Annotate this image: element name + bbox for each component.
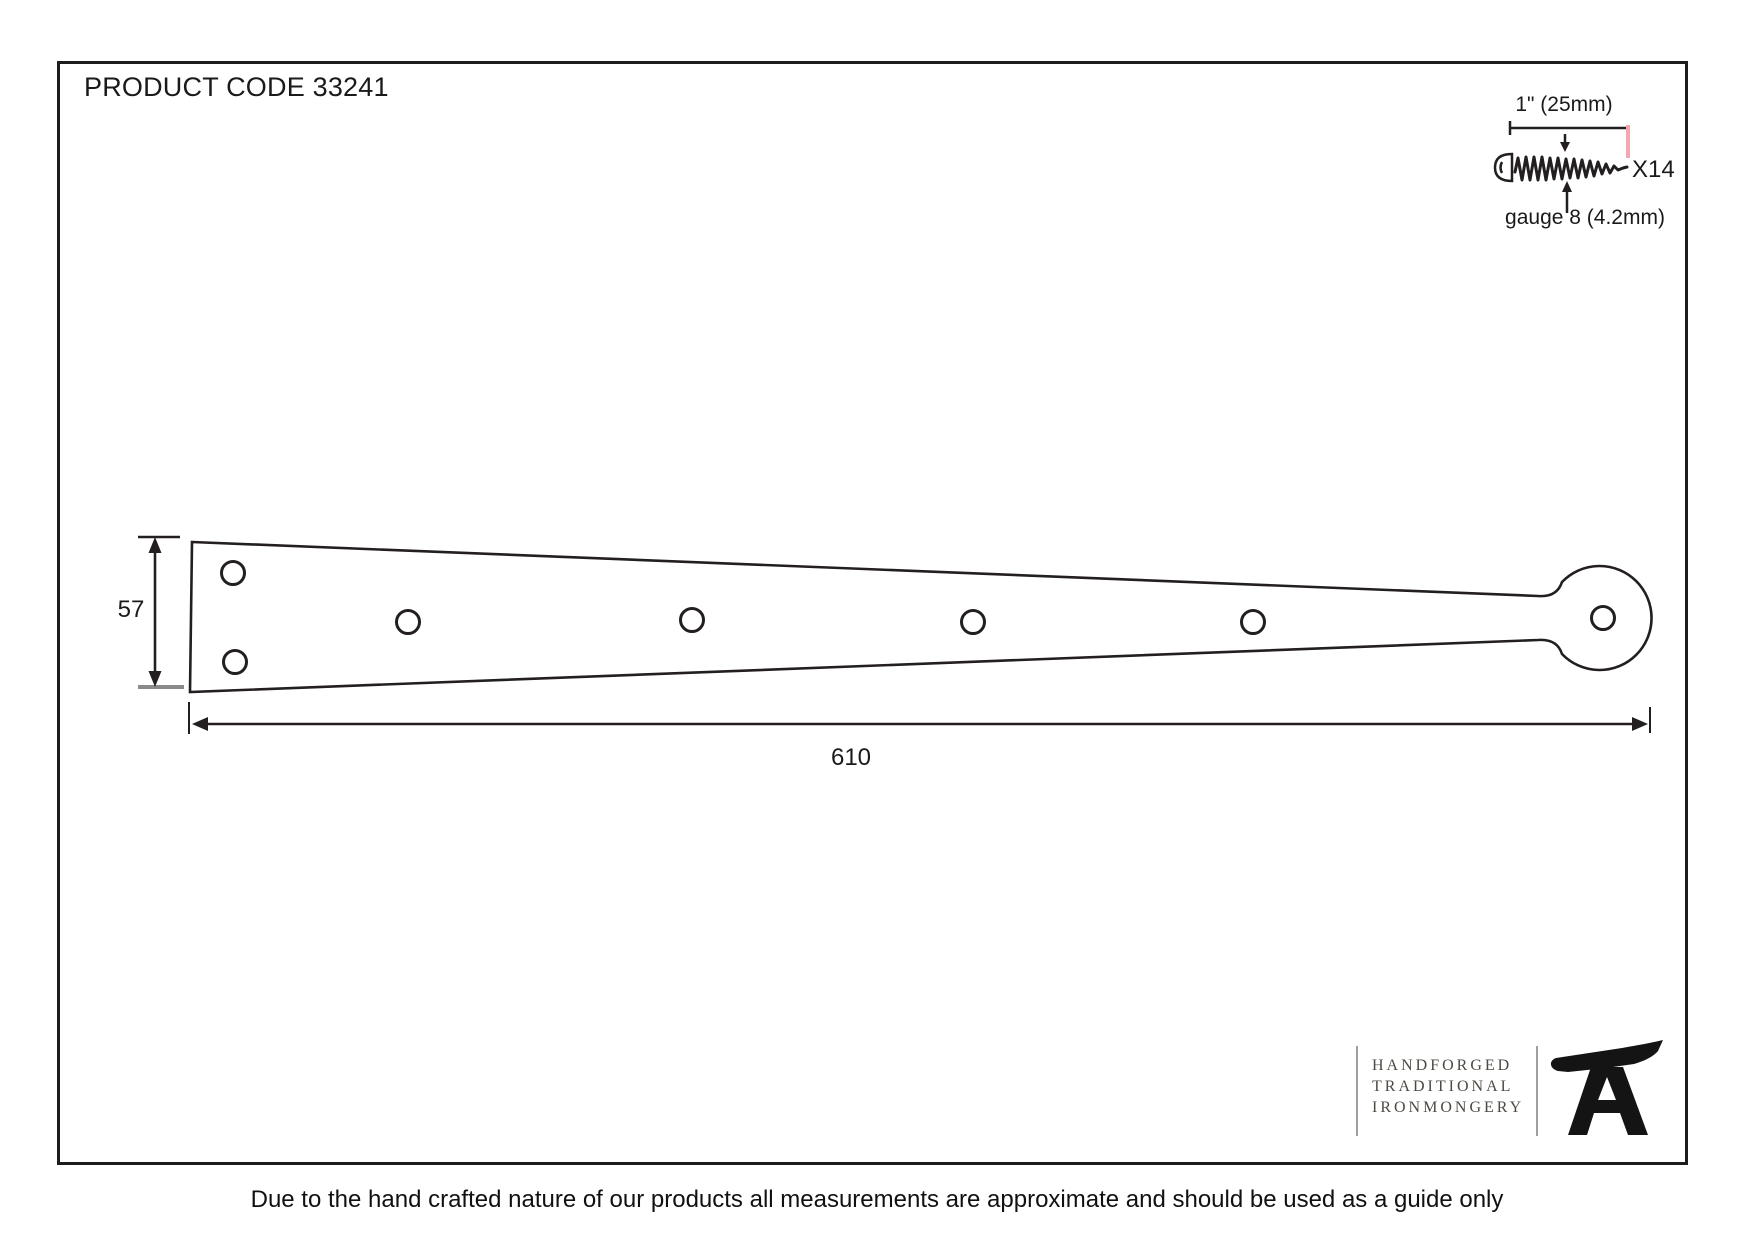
product-code: PRODUCT CODE 33241	[84, 72, 389, 102]
screw-count-label: X14	[1632, 156, 1675, 183]
disclaimer-text: Due to the hand crafted nature of our pr…	[250, 1186, 1504, 1213]
logo-text-line1: HANDFORGED	[1372, 1057, 1513, 1074]
anvil-body	[1550, 1040, 1663, 1072]
screw-length-label: 1" (25mm)	[1515, 93, 1613, 116]
length-dimension-label: 610	[830, 744, 872, 771]
hinge-drawing	[138, 535, 1653, 734]
screw-hole	[395, 609, 421, 635]
logo-divider-right	[1536, 1046, 1538, 1136]
screw-hole	[679, 607, 705, 633]
anvil-legs-counter	[1598, 1077, 1616, 1100]
screw-icon	[1493, 121, 1630, 213]
screw-hole	[222, 649, 248, 675]
screw-hole	[1590, 605, 1616, 631]
brand-logo-text: HANDFORGED TRADITIONAL IRONMONGERY	[1372, 1055, 1530, 1118]
width-dimension-label: 57	[117, 596, 145, 623]
screw-hole	[1240, 609, 1266, 635]
screw-threads	[1513, 155, 1629, 182]
drawing-border	[57, 61, 1688, 1165]
screw-gauge-label: gauge 8 (4.2mm)	[1505, 206, 1665, 229]
logo-text-line2: TRADITIONAL	[1372, 1078, 1514, 1095]
screw-hole	[220, 560, 246, 586]
width-dimension	[138, 535, 184, 689]
logo-divider-left	[1356, 1046, 1358, 1136]
length-dimension	[188, 702, 1651, 734]
logo-text-line3: IRONMONGERY	[1372, 1099, 1525, 1116]
anvil-legs	[1568, 1067, 1648, 1135]
anvil-icon	[1550, 1040, 1663, 1135]
screw-head-slot	[1499, 161, 1504, 174]
screw-head	[1493, 152, 1514, 183]
hinge-outline	[188, 540, 1653, 694]
screw-up-arrow-head	[1562, 181, 1572, 192]
screw-hole	[960, 609, 986, 635]
screw-down-arrow-head	[1560, 142, 1570, 152]
